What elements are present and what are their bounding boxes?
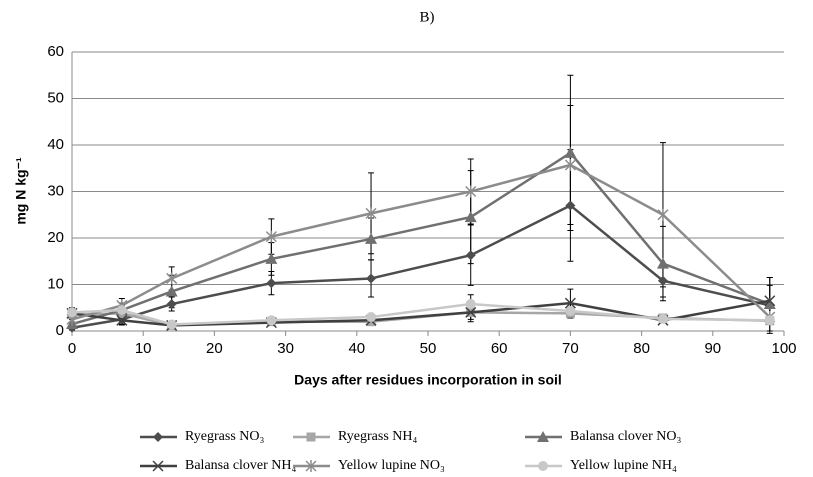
marker (763, 298, 776, 310)
marker (465, 306, 477, 318)
marker (564, 146, 577, 158)
x-tick-label: 50 (420, 340, 437, 357)
marker (538, 461, 548, 471)
legend-item: Balansa clover NH₄ (140, 458, 297, 473)
marker (116, 305, 127, 316)
y-tick-label: 10 (47, 275, 64, 292)
legend-label: Balansa clover NH₄ (185, 458, 297, 473)
marker (166, 299, 177, 310)
chart-title: B) (420, 9, 435, 25)
x-tick-label: 0 (68, 340, 76, 357)
y-tick-label: 30 (47, 182, 64, 199)
marker (306, 432, 316, 442)
y-tick-label: 40 (47, 136, 64, 153)
marker (265, 252, 278, 264)
marker (165, 285, 178, 297)
x-tick-label: 80 (633, 340, 650, 357)
legend-label: Yellow lupine NH₄ (570, 458, 677, 473)
marker (67, 307, 77, 318)
legend-label: Ryegrass NH₄ (338, 429, 417, 444)
x-tick-label: 20 (206, 340, 223, 357)
marker (656, 257, 669, 269)
marker (166, 319, 177, 330)
x-tick-label: 10 (135, 340, 152, 357)
marker (305, 460, 317, 472)
legend-item: Yellow lupine NO₃ (293, 458, 445, 473)
x-tick-label: 40 (348, 340, 365, 357)
marker (764, 315, 775, 326)
marker (657, 313, 668, 324)
x-tick-label: 60 (491, 340, 508, 357)
marker (564, 297, 576, 309)
marker (565, 200, 576, 211)
marker (266, 278, 277, 289)
x-axis-label: Days after residues incorporation in soi… (294, 372, 562, 388)
y-tick-label: 60 (47, 43, 64, 60)
marker (153, 432, 163, 442)
legend-label: Ryegrass NO₃ (185, 429, 264, 444)
legend-item: Balansa clover NO₃ (525, 429, 682, 444)
x-tick-label: 100 (771, 340, 796, 357)
x-tick-label: 70 (562, 340, 579, 357)
marker (657, 275, 668, 286)
marker (366, 273, 377, 284)
legend-item: Ryegrass NO₃ (140, 429, 264, 444)
marker (166, 272, 178, 285)
legend-label: Balansa clover NO₃ (570, 429, 682, 444)
marker (116, 314, 128, 326)
marker (265, 230, 277, 243)
marker (366, 312, 377, 323)
marker (266, 315, 277, 326)
legend-item: Ryegrass NH₄ (293, 429, 417, 444)
marker (464, 211, 477, 223)
y-tick-label: 50 (47, 89, 64, 106)
marker (465, 299, 476, 310)
marker (537, 431, 549, 442)
marker (657, 208, 669, 221)
marker (152, 460, 164, 472)
marker (365, 207, 377, 220)
y-axis-label: mg N kg⁻¹ (13, 157, 29, 225)
y-tick-label: 0 (56, 322, 64, 339)
legend-label: Yellow lupine NO₃ (338, 458, 445, 473)
y-tick-label: 20 (47, 229, 64, 246)
x-tick-label: 90 (704, 340, 721, 357)
marker (465, 250, 476, 261)
marker (365, 232, 378, 244)
legend-item: Yellow lupine NH₄ (525, 458, 677, 473)
marker (764, 295, 776, 307)
marker (565, 306, 576, 317)
marker (465, 185, 477, 198)
x-tick-label: 30 (277, 340, 294, 357)
marker (564, 158, 576, 171)
